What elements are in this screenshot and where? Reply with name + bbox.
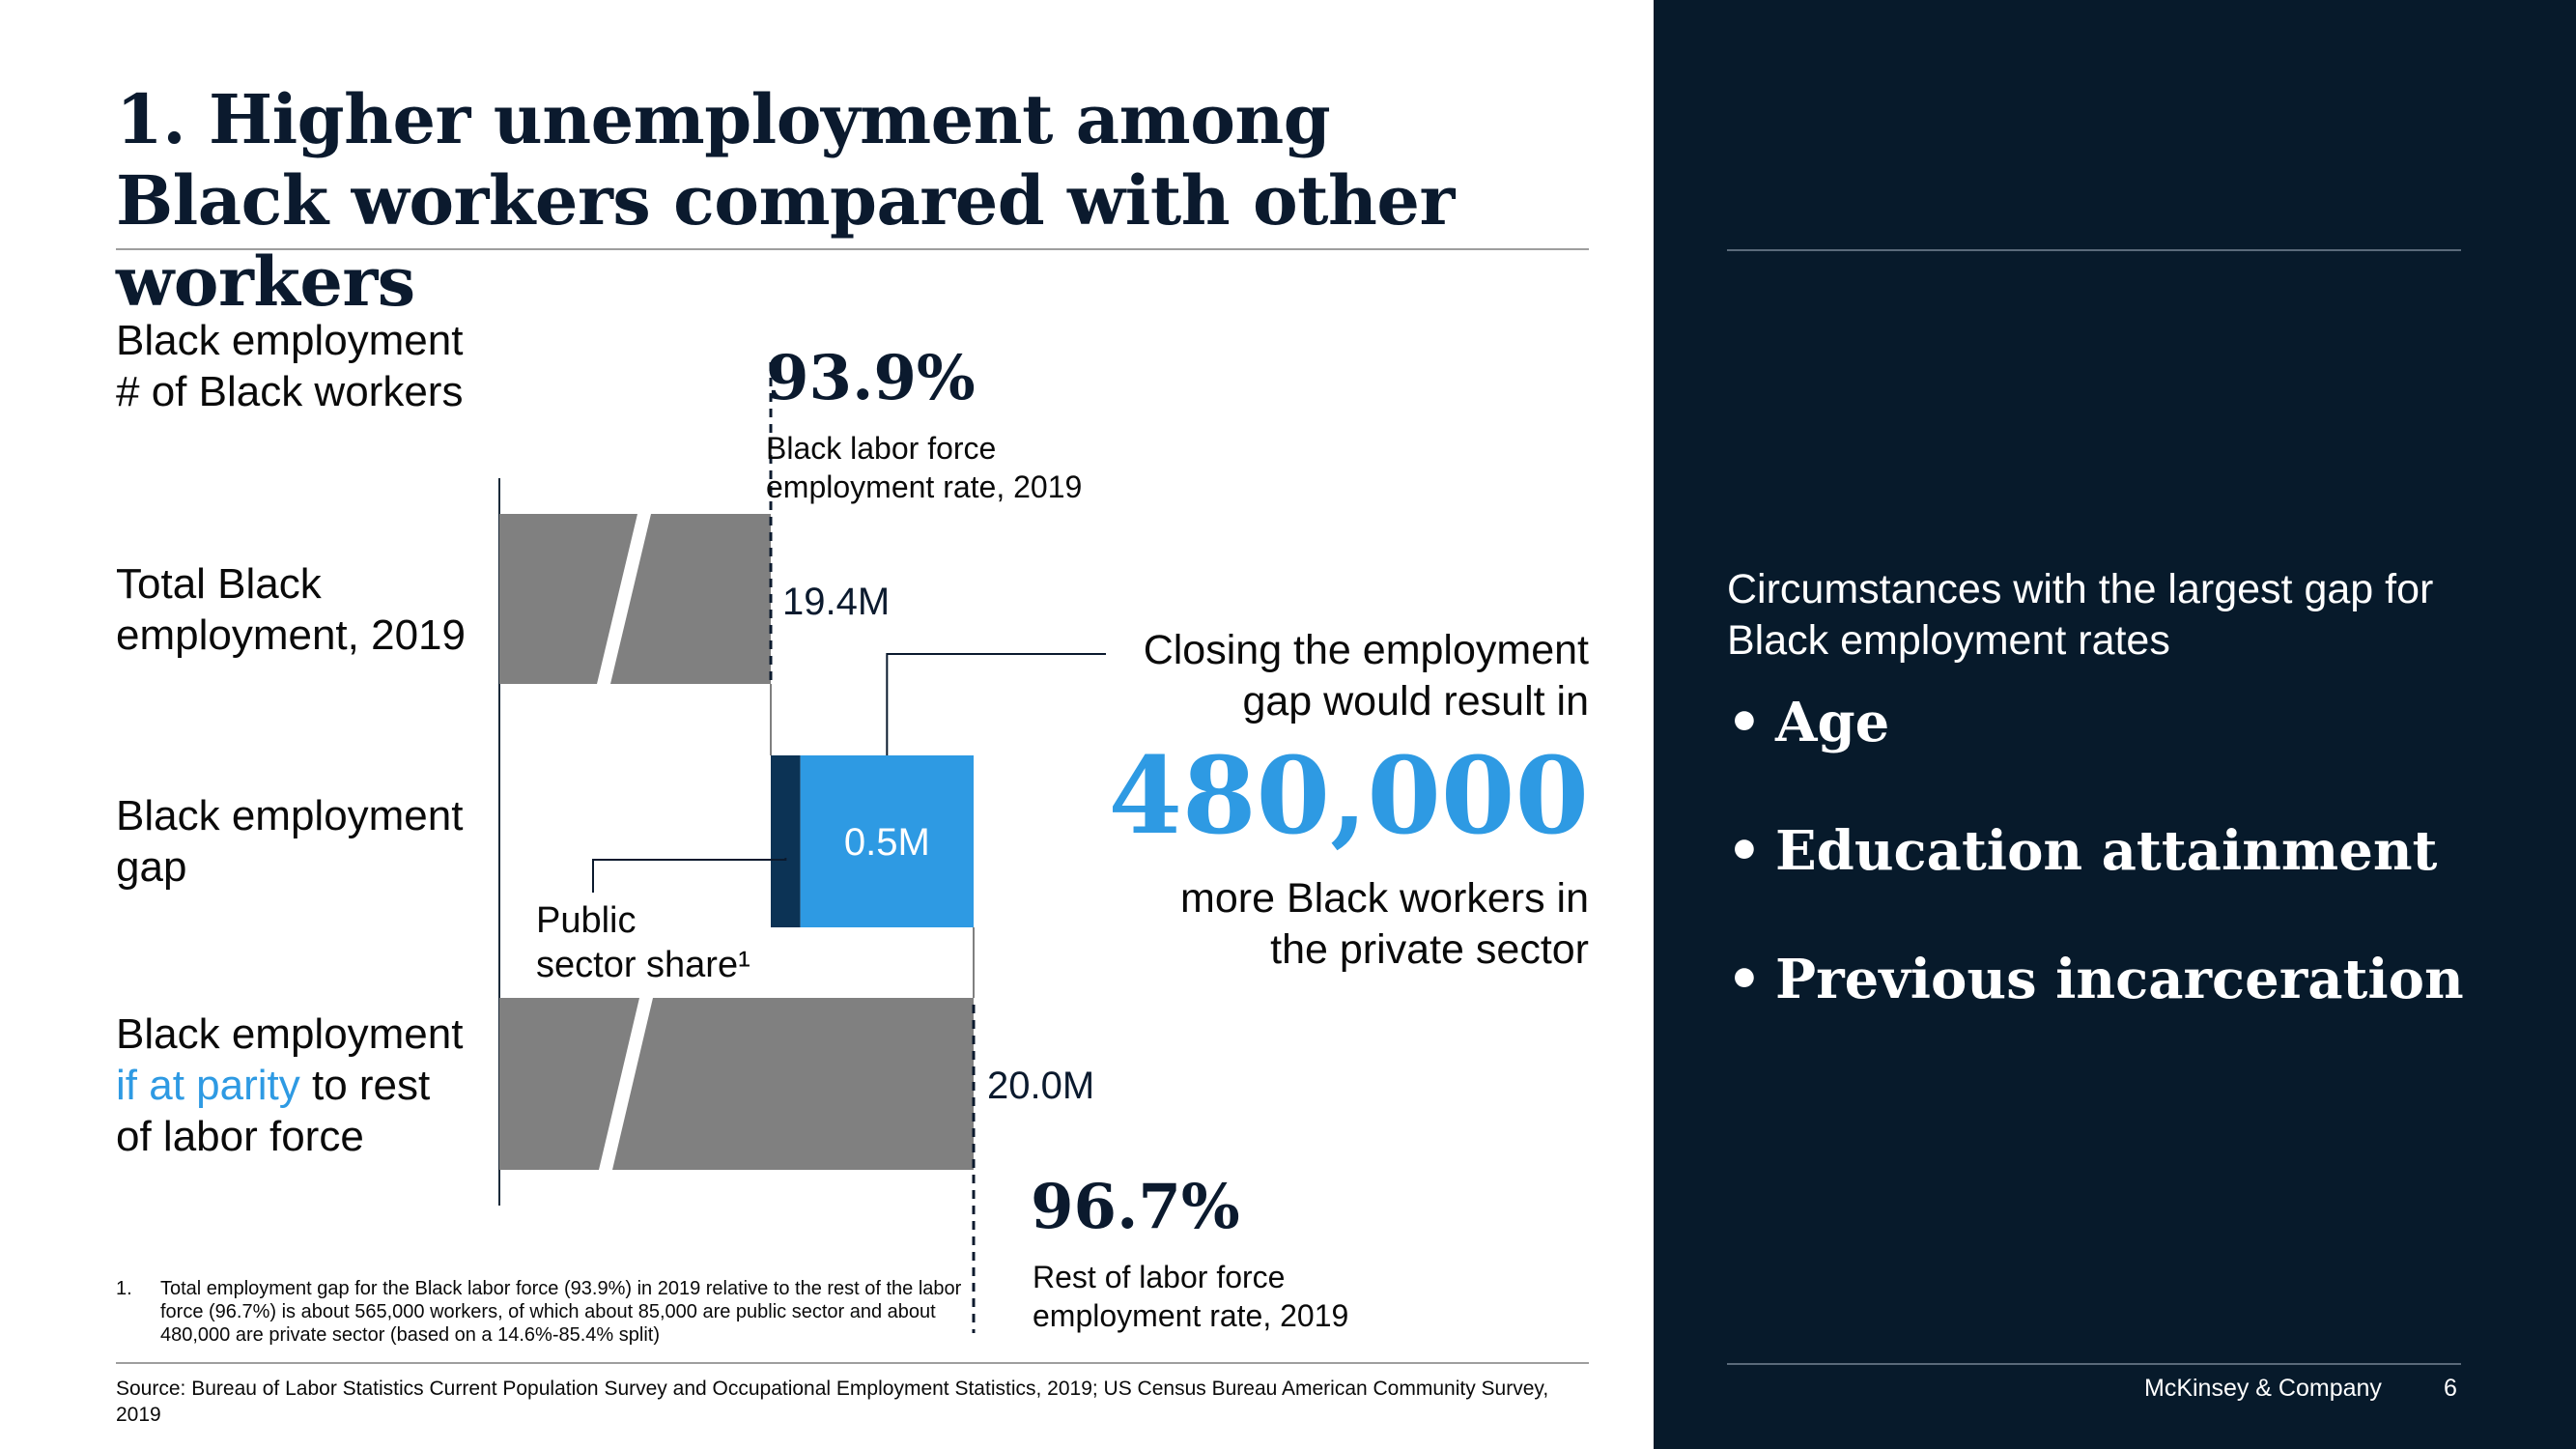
bar-gap-private bbox=[800, 755, 974, 927]
row-label-parity: Black employment if at parity to rest of… bbox=[116, 1009, 522, 1162]
public-sector-label-line2: sector share¹ bbox=[536, 945, 750, 985]
black-rate-caption-line2: employment rate, 2019 bbox=[766, 469, 1083, 504]
axis-break-parity bbox=[599, 998, 653, 1170]
axis-header: Black employment # of Black workers bbox=[116, 315, 463, 417]
sidebar-item-label: Previous incarceration bbox=[1775, 948, 2464, 1011]
sidebar-item-label: Education attainment bbox=[1775, 819, 2438, 883]
public-sector-label: Public sector share¹ bbox=[536, 898, 750, 987]
parity-accent-text: if at parity bbox=[116, 1062, 300, 1109]
closing-gap-line3: more Black workers in bbox=[1180, 875, 1589, 922]
employment-chart: 19.4M 0.5M 20.0M bbox=[498, 362, 1106, 1333]
sidebar-list: • Age • Education attainment • Previous inc… bbox=[1727, 691, 2464, 1076]
public-sector-label-line1: Public bbox=[536, 900, 637, 941]
rest-rate-caption: Rest of labor force employment rate, 201… bbox=[1033, 1258, 1348, 1335]
axis-break-total bbox=[597, 514, 651, 684]
closing-gap-intro: Closing the employment gap would result … bbox=[1048, 625, 1589, 727]
sidebar-divider-top bbox=[1727, 249, 2461, 251]
sidebar-divider-bottom bbox=[1727, 1363, 2461, 1365]
closing-gap-line1: Closing the employment bbox=[1143, 627, 1589, 673]
row-label-total: Total Black employment, 2019 bbox=[116, 560, 466, 659]
sidebar-item-label: Age bbox=[1775, 691, 1890, 754]
source-divider bbox=[116, 1362, 1589, 1364]
closing-gap-line2: gap would result in bbox=[1242, 678, 1589, 724]
row-label-parity-line2: if at parity to rest bbox=[116, 1060, 522, 1111]
rest-rate-caption-line1: Rest of labor force bbox=[1033, 1260, 1286, 1294]
closing-gap-number: 480,000 bbox=[1108, 733, 1589, 858]
sidebar-item-age: • Age bbox=[1727, 691, 2464, 754]
source-text: Source: Bureau of Labor Statistics Curre… bbox=[116, 1378, 1549, 1426]
parity-after-text: to rest bbox=[299, 1062, 431, 1109]
rest-rate-value: 96.7% bbox=[1031, 1171, 1240, 1243]
black-rate-value: 93.9% bbox=[766, 342, 976, 414]
sidebar-item-incarceration: • Previous incarceration bbox=[1727, 948, 2464, 1011]
sidebar-heading: Circumstances with the largest gap for B… bbox=[1727, 566, 2434, 664]
rest-rate-caption-line2: employment rate, 2019 bbox=[1033, 1298, 1349, 1333]
public-sector-leader bbox=[592, 858, 787, 893]
value-label-parity: 20.0M bbox=[987, 1065, 1094, 1107]
bullet-icon: • bbox=[1727, 691, 1762, 754]
footnote-text: Total employment gap for the Black labor… bbox=[160, 1278, 962, 1346]
sidebar-panel bbox=[1654, 0, 2576, 1449]
row-label-parity-line1: Black employment bbox=[116, 1010, 464, 1058]
footnote-number: 1. bbox=[116, 1278, 132, 1299]
black-rate-caption-line1: Black labor force bbox=[766, 431, 997, 466]
closing-gap-leader bbox=[886, 653, 1106, 755]
footnote: 1. Total employment gap for the Black la… bbox=[116, 1277, 966, 1347]
title-divider bbox=[116, 248, 1589, 250]
closing-gap-outro: more Black workers in the private sector bbox=[1048, 873, 1589, 976]
bar-parity bbox=[499, 998, 974, 1170]
sidebar-item-education: • Education attainment bbox=[1727, 819, 2464, 883]
axis-header-line1: Black employment bbox=[116, 317, 464, 364]
row-label-gap: Black employment gap bbox=[116, 792, 464, 891]
black-rate-caption: Black labor force employment rate, 2019 bbox=[766, 429, 1082, 506]
page-title: 1. Higher unemployment among Black worke… bbox=[116, 79, 1455, 322]
value-label-gap: 0.5M bbox=[844, 821, 930, 864]
page-number: 6 bbox=[2444, 1375, 2457, 1402]
bar-gap-public bbox=[771, 755, 801, 927]
row-label-parity-line3: of labor force bbox=[116, 1113, 364, 1160]
value-label-total: 19.4M bbox=[782, 581, 890, 623]
brand-name: McKinsey & Company bbox=[2144, 1375, 2382, 1402]
bullet-icon: • bbox=[1727, 948, 1762, 1011]
axis-header-line2: # of Black workers bbox=[116, 368, 464, 415]
bullet-icon: • bbox=[1727, 819, 1762, 883]
closing-gap-line4: the private sector bbox=[1270, 926, 1589, 973]
